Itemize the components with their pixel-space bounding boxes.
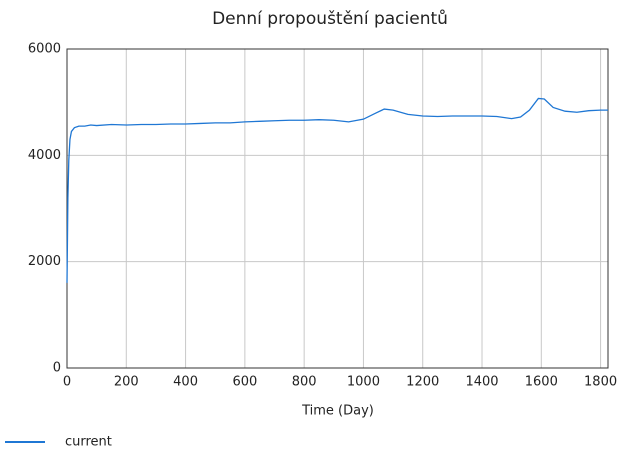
x-tick-label: 1000 [347, 375, 380, 390]
x-tick-label: 600 [232, 375, 257, 390]
y-tick-label: 0 [53, 361, 61, 376]
x-tick-label: 1400 [465, 375, 498, 390]
x-tick-label: 0 [63, 375, 71, 390]
x-tick-label: 200 [114, 375, 139, 390]
x-tick-label: 1800 [584, 375, 617, 390]
plot-frame [66, 48, 609, 369]
x-tick-label: 400 [173, 375, 198, 390]
x-axis-label: Time (Day) [301, 404, 374, 419]
y-tick-label: 2000 [28, 254, 61, 269]
chart-title: Denní propouštění pacientů [212, 9, 448, 29]
x-tick-label: 800 [292, 375, 317, 390]
legend-label: current [65, 435, 112, 450]
data-line [66, 97, 608, 283]
x-tick-label: 1200 [406, 375, 439, 390]
x-tick-label: 1600 [525, 375, 558, 390]
y-tick-label: 4000 [28, 148, 61, 163]
y-tick-label: 6000 [28, 42, 61, 57]
